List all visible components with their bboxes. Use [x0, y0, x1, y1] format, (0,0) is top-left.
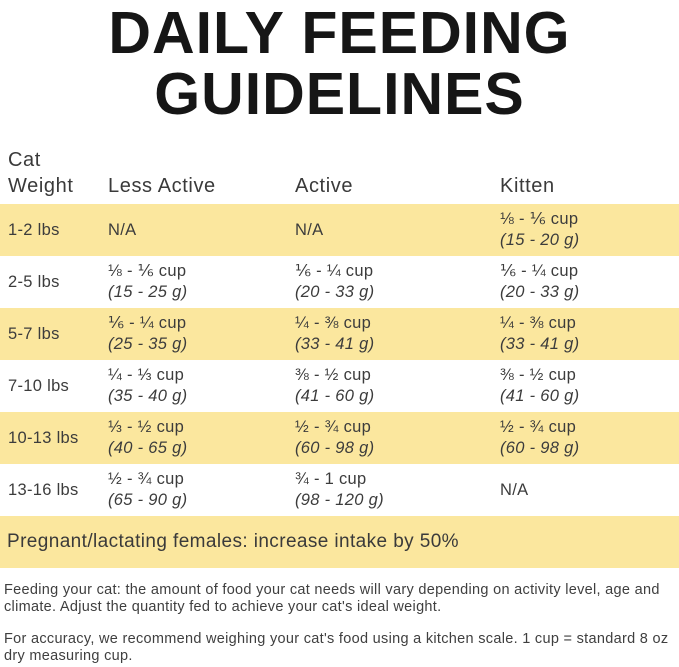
grams-range: (33 - 41 g) [295, 335, 375, 353]
cups-range: ⅓ - ½ cup [108, 418, 185, 436]
table-row: 7-10 lbs ¼ - ⅓ cup (35 - 40 g) ⅜ - ½ cup… [0, 360, 679, 412]
cups-range: ¼ - ⅜ cup [295, 314, 372, 332]
less-active-cell: ⅓ - ½ cup (40 - 65 g) [100, 412, 287, 464]
table-row: 5-7 lbs ⅙ - ¼ cup (25 - 35 g) ¼ - ⅜ cup … [0, 308, 679, 360]
header-cat-weight-line2: Weight [8, 175, 74, 197]
header-kitten: Kitten [500, 175, 555, 197]
header-less-active: Less Active [108, 175, 216, 197]
footnote-measuring-accuracy: For accuracy, we recommend weighing your… [4, 631, 669, 664]
kitten-cell: ½ - ¾ cup (60 - 98 g) [492, 412, 679, 464]
active-cell: ¼ - ⅜ cup (33 - 41 g) [287, 308, 492, 360]
active-cell: N/A [287, 204, 492, 256]
table-row: 10-13 lbs ⅓ - ½ cup (40 - 65 g) ½ - ¾ cu… [0, 412, 679, 464]
active-cell: ⅜ - ½ cup (41 - 60 g) [287, 360, 492, 412]
header-cat-weight: Cat Weight [0, 147, 100, 199]
table-header-row: Cat Weight Less Active Active Kitten [0, 147, 679, 204]
cups-range: ⅙ - ¼ cup [295, 262, 374, 280]
grams-range: (15 - 25 g) [108, 283, 188, 301]
active-cell: ½ - ¾ cup (60 - 98 g) [287, 412, 492, 464]
table-row: 13-16 lbs ½ - ¾ cup (65 - 90 g) ¾ - 1 cu… [0, 464, 679, 516]
less-active-cell: N/A [100, 204, 287, 256]
cups-range: ¾ - 1 cup [295, 470, 367, 488]
grams-range: (33 - 41 g) [500, 335, 580, 353]
kitten-cell: ⅛ - ⅙ cup (15 - 20 g) [492, 204, 679, 256]
weight-cell: 2-5 lbs [8, 272, 60, 291]
grams-range: (41 - 60 g) [295, 387, 375, 405]
active-cell: ⅙ - ¼ cup (20 - 33 g) [287, 256, 492, 308]
cups-range: ¼ - ⅓ cup [108, 366, 185, 384]
grams-range: (15 - 20 g) [500, 231, 580, 249]
feeding-table: 1-2 lbs N/A N/A ⅛ - ⅙ cup (15 - 20 g) 2-… [0, 204, 679, 516]
grams-range: (65 - 90 g) [108, 491, 188, 509]
kitten-cell: ⅙ - ¼ cup (20 - 33 g) [492, 256, 679, 308]
footnotes: Feeding your cat: the amount of food you… [0, 568, 679, 665]
table-row: 2-5 lbs ⅛ - ⅙ cup (15 - 25 g) ⅙ - ¼ cup … [0, 256, 679, 308]
header-active: Active [295, 175, 354, 197]
cups-range: N/A [295, 220, 324, 239]
grams-range: (20 - 33 g) [500, 283, 580, 301]
grams-range: (41 - 60 g) [500, 387, 580, 405]
cups-range: ⅙ - ¼ cup [500, 262, 579, 280]
cups-range: ½ - ¾ cup [108, 470, 185, 488]
weight-cell: 1-2 lbs [8, 220, 60, 239]
title-line-2: GUIDELINES [154, 61, 525, 127]
grams-range: (60 - 98 g) [500, 439, 580, 457]
title-line-1: DAILY FEEDING [108, 0, 571, 66]
less-active-cell: ⅛ - ⅙ cup (15 - 25 g) [100, 256, 287, 308]
kitten-cell: ⅜ - ½ cup (41 - 60 g) [492, 360, 679, 412]
less-active-cell: ½ - ¾ cup (65 - 90 g) [100, 464, 287, 516]
cups-range: N/A [500, 480, 529, 499]
cups-range: ⅙ - ¼ cup [108, 314, 187, 332]
grams-range: (20 - 33 g) [295, 283, 375, 301]
cups-range: ½ - ¾ cup [295, 418, 372, 436]
grams-range: (25 - 35 g) [108, 335, 188, 353]
grams-range: (40 - 65 g) [108, 439, 188, 457]
header-cat-weight-line1: Cat [8, 149, 41, 171]
pregnant-lactating-note-band: Pregnant/lactating females: increase int… [0, 516, 679, 568]
grams-range: (98 - 120 g) [295, 491, 384, 509]
weight-cell: 7-10 lbs [8, 376, 70, 395]
cups-range: ⅛ - ⅙ cup [108, 262, 187, 280]
kitten-cell: ¼ - ⅜ cup (33 - 41 g) [492, 308, 679, 360]
grams-range: (35 - 40 g) [108, 387, 188, 405]
cups-range: ½ - ¾ cup [500, 418, 577, 436]
weight-cell: 10-13 lbs [8, 428, 79, 447]
kitten-cell: N/A [492, 464, 679, 516]
cups-range: ⅜ - ½ cup [295, 366, 372, 384]
page-title: DAILY FEEDING GUIDELINES [0, 0, 679, 125]
active-cell: ¾ - 1 cup (98 - 120 g) [287, 464, 492, 516]
less-active-cell: ⅙ - ¼ cup (25 - 35 g) [100, 308, 287, 360]
less-active-cell: ¼ - ⅓ cup (35 - 40 g) [100, 360, 287, 412]
grams-range: (60 - 98 g) [295, 439, 375, 457]
weight-cell: 13-16 lbs [8, 480, 79, 499]
cups-range: ⅛ - ⅙ cup [500, 210, 579, 228]
footnote-feeding-variability: Feeding your cat: the amount of food you… [4, 582, 660, 615]
cups-range: N/A [108, 220, 137, 239]
weight-cell: 5-7 lbs [8, 324, 60, 343]
cups-range: ⅜ - ½ cup [500, 366, 577, 384]
table-row: 1-2 lbs N/A N/A ⅛ - ⅙ cup (15 - 20 g) [0, 204, 679, 256]
cups-range: ¼ - ⅜ cup [500, 314, 577, 332]
